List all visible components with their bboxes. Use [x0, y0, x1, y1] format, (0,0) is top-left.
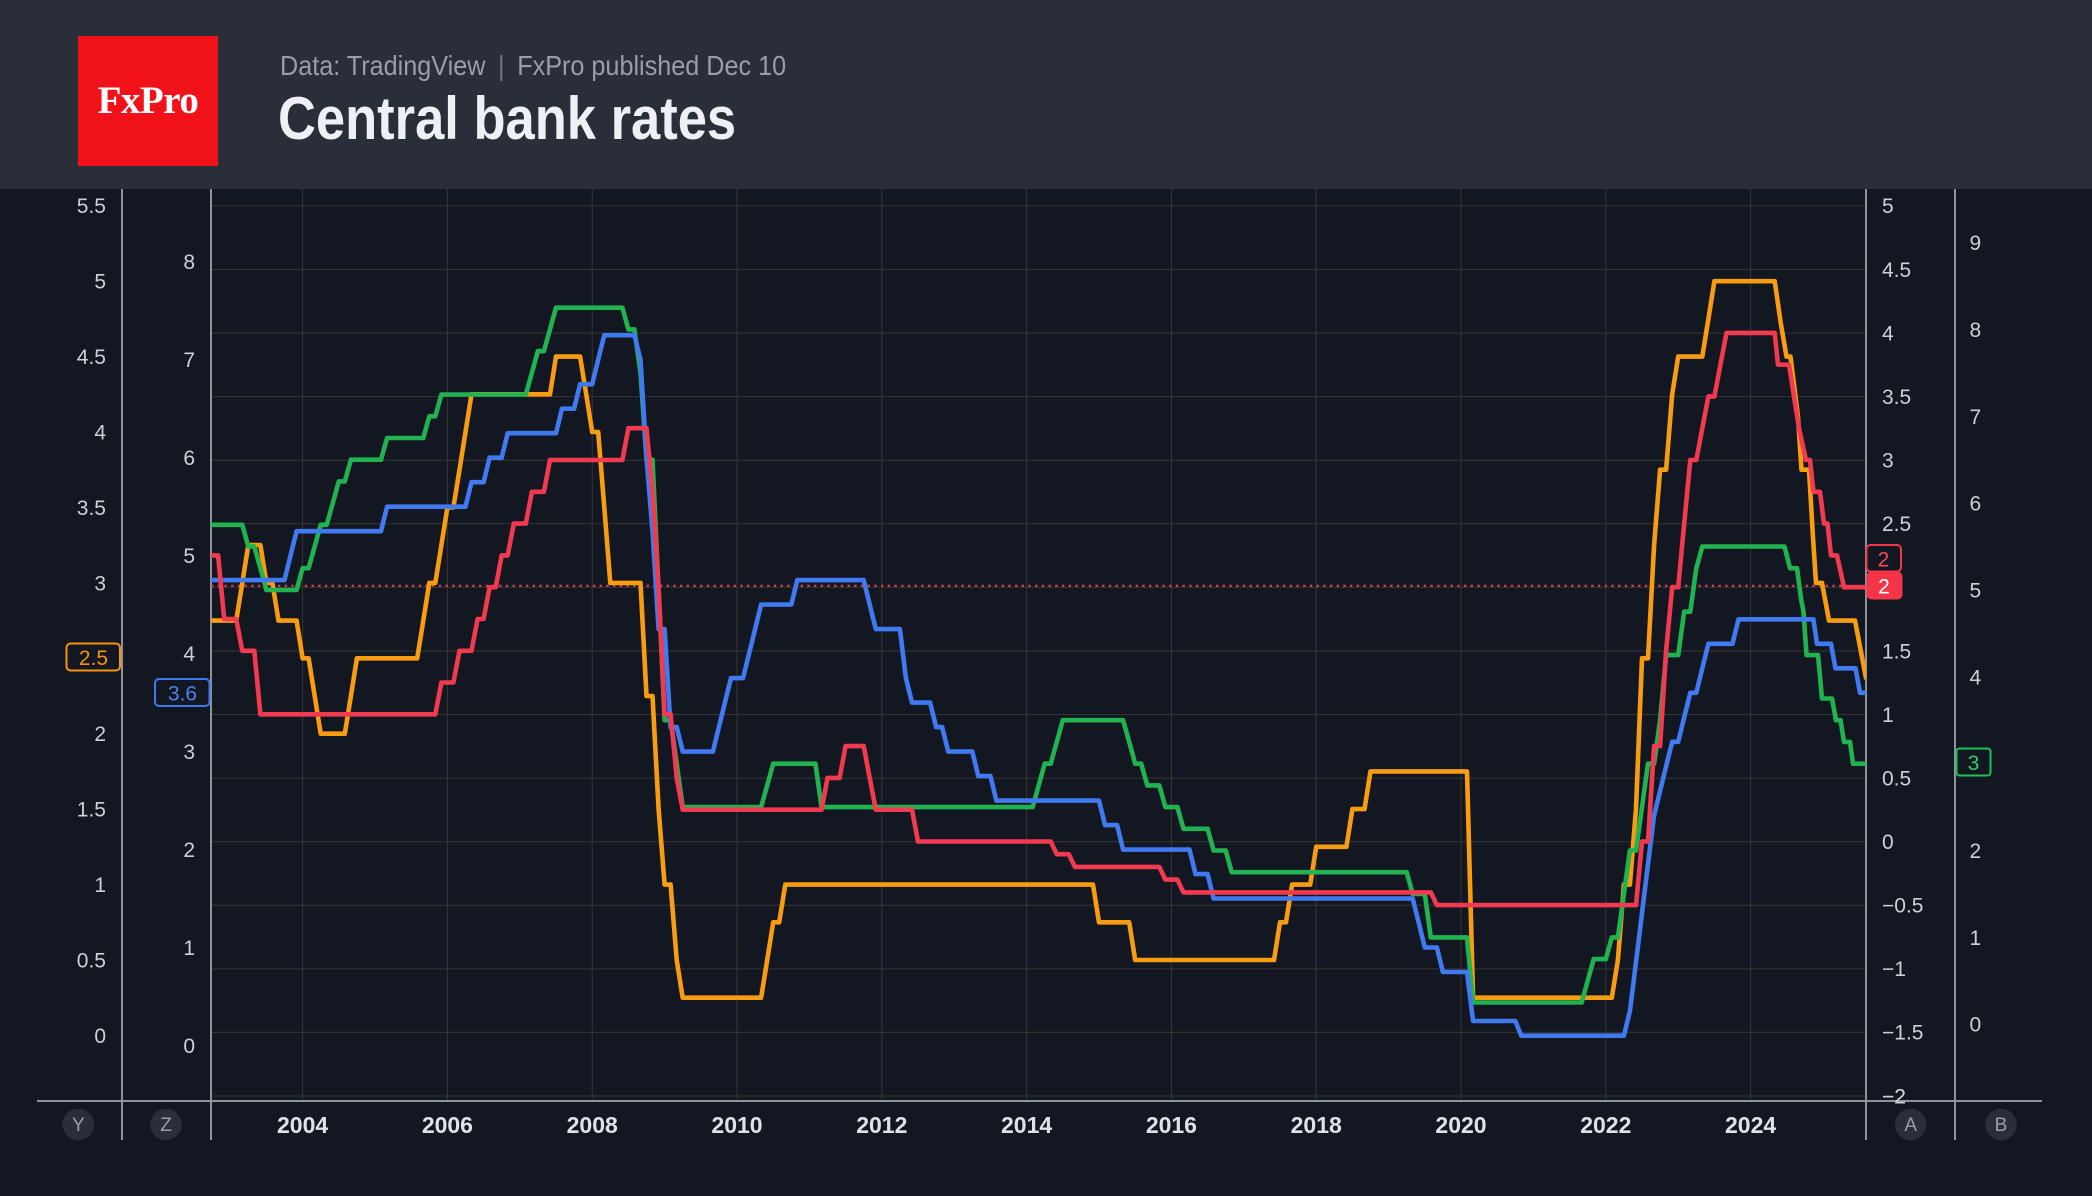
svg-text:1: 1: [1970, 927, 1982, 950]
svg-text:2: 2: [94, 723, 106, 746]
svg-text:0.5: 0.5: [1882, 767, 1911, 790]
svg-text:4: 4: [1970, 666, 1982, 689]
svg-text:5: 5: [1970, 580, 1982, 603]
svg-text:B: B: [1995, 1115, 2008, 1136]
svg-text:Y: Y: [72, 1115, 85, 1136]
svg-text:8: 8: [183, 251, 195, 274]
svg-text:3.6: 3.6: [168, 683, 197, 706]
svg-text:2006: 2006: [422, 1112, 473, 1138]
svg-text:3.5: 3.5: [77, 497, 106, 520]
svg-text:2: 2: [1878, 549, 1890, 572]
svg-text:8: 8: [1970, 319, 1982, 342]
svg-text:2: 2: [1970, 840, 1982, 863]
svg-text:1: 1: [94, 874, 106, 897]
svg-text:2012: 2012: [856, 1112, 907, 1138]
svg-text:2.5: 2.5: [1882, 513, 1911, 536]
svg-text:1: 1: [183, 937, 195, 960]
svg-text:0: 0: [183, 1035, 195, 1058]
svg-text:0: 0: [94, 1025, 106, 1048]
svg-text:2004: 2004: [277, 1112, 328, 1138]
svg-text:7: 7: [183, 349, 195, 372]
svg-text:1.5: 1.5: [1882, 640, 1911, 663]
svg-text:2024: 2024: [1725, 1112, 1776, 1138]
svg-text:7: 7: [1970, 406, 1982, 429]
svg-text:−2: −2: [1882, 1086, 1906, 1109]
svg-text:2: 2: [183, 839, 195, 862]
svg-text:−0.5: −0.5: [1882, 895, 1923, 918]
svg-text:5: 5: [94, 271, 106, 294]
svg-text:2020: 2020: [1435, 1112, 1486, 1138]
svg-text:5: 5: [183, 545, 195, 568]
svg-text:5: 5: [1882, 195, 1894, 218]
svg-text:5.5: 5.5: [77, 195, 106, 218]
svg-text:A: A: [1904, 1115, 1917, 1136]
svg-text:4.5: 4.5: [77, 346, 106, 369]
svg-text:2: 2: [1878, 576, 1890, 599]
svg-text:2014: 2014: [1001, 1112, 1052, 1138]
svg-text:2018: 2018: [1291, 1112, 1342, 1138]
svg-text:3: 3: [1882, 450, 1894, 473]
svg-text:0: 0: [1970, 1014, 1982, 1037]
svg-text:−1: −1: [1882, 958, 1906, 981]
svg-text:2008: 2008: [567, 1112, 618, 1138]
svg-text:3.5: 3.5: [1882, 386, 1911, 409]
svg-text:3: 3: [94, 572, 106, 595]
svg-text:6: 6: [1970, 493, 1982, 516]
svg-text:4: 4: [1882, 322, 1894, 345]
svg-text:4: 4: [94, 422, 106, 445]
svg-text:4: 4: [183, 643, 195, 666]
svg-text:0.5: 0.5: [77, 950, 106, 973]
svg-text:3: 3: [1968, 752, 1980, 775]
svg-text:1: 1: [1882, 704, 1894, 727]
svg-text:6: 6: [183, 447, 195, 470]
svg-text:2.5: 2.5: [79, 647, 108, 670]
svg-text:−1.5: −1.5: [1882, 1022, 1923, 1045]
svg-text:4.5: 4.5: [1882, 259, 1911, 282]
svg-text:0: 0: [1882, 831, 1894, 854]
svg-text:−2: −2: [1882, 1085, 1906, 1108]
svg-text:3: 3: [183, 741, 195, 764]
svg-text:Z: Z: [160, 1115, 172, 1136]
svg-text:9: 9: [1970, 232, 1982, 255]
svg-text:2016: 2016: [1146, 1112, 1197, 1138]
svg-text:2022: 2022: [1580, 1112, 1631, 1138]
svg-text:2010: 2010: [711, 1112, 762, 1138]
svg-text:1.5: 1.5: [77, 799, 106, 822]
